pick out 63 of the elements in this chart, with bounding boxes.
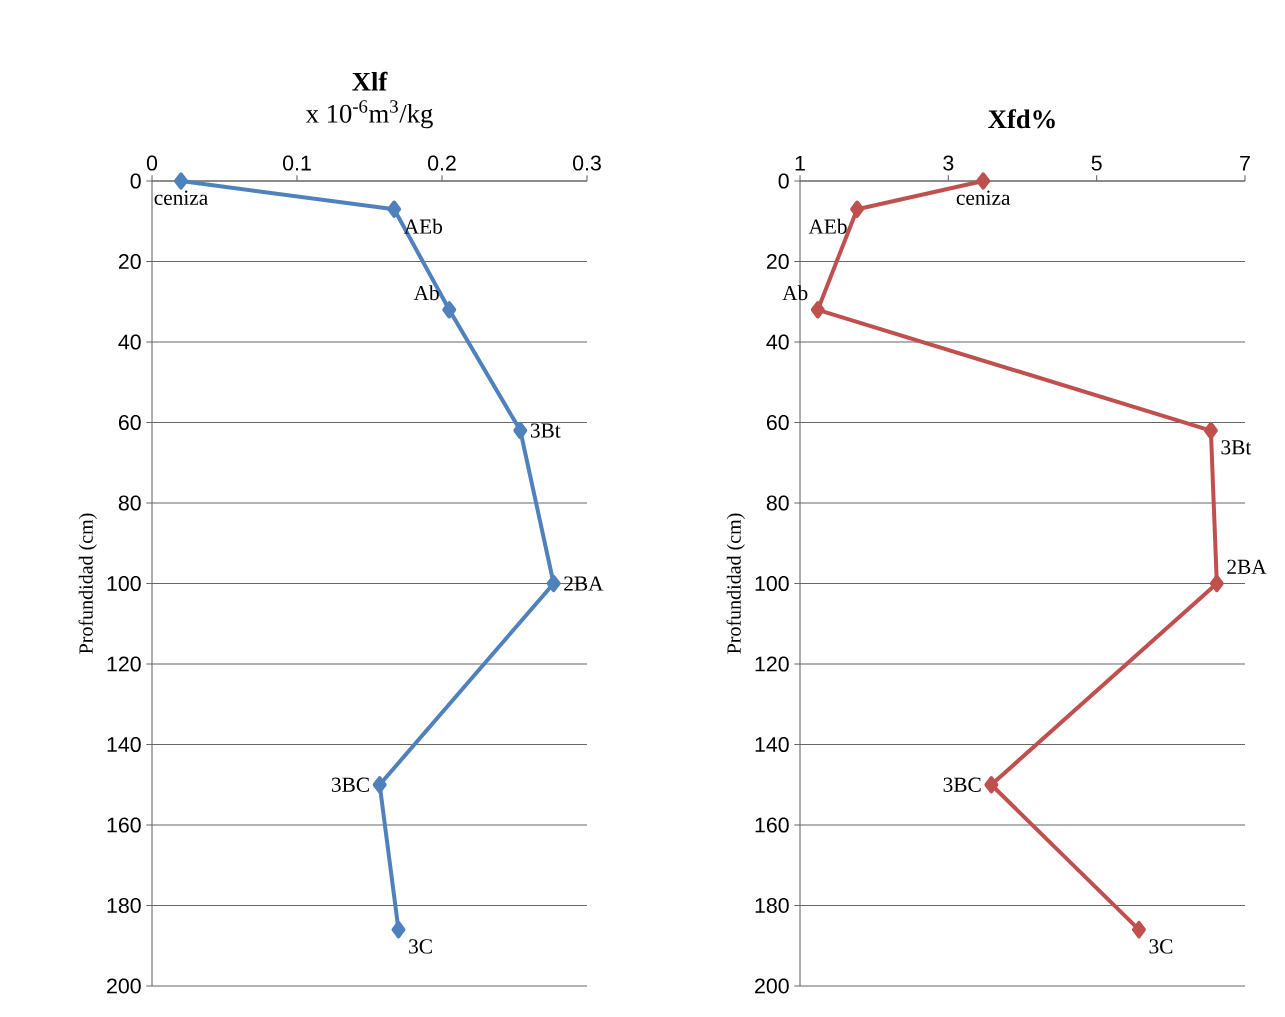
y-tick-label: 40 <box>766 334 789 350</box>
point <box>442 301 457 319</box>
annotation: 3C <box>1149 939 1173 954</box>
point <box>513 421 528 440</box>
y-tick-label: 160 <box>107 817 141 833</box>
x-tick-label: 7 <box>1240 155 1250 171</box>
annotation: 3BC <box>331 777 369 792</box>
point <box>976 172 991 190</box>
y-axis-title: Profundidad (cm) <box>78 513 97 654</box>
annotation: 3Bt <box>530 423 561 438</box>
y-tick-label: 120 <box>755 656 789 672</box>
annotation: ceniza <box>956 190 1011 205</box>
point <box>387 200 402 218</box>
annotation: 2BA <box>1227 559 1267 574</box>
y-tick-label: 0 <box>778 173 789 189</box>
y-tick-label: 120 <box>107 656 141 672</box>
y-tick-label: 200 <box>107 978 141 994</box>
x-tick-label: 0.2 <box>428 155 456 171</box>
annotation: Ab <box>782 285 808 301</box>
y-tick-label: 140 <box>107 736 141 753</box>
point <box>1131 920 1146 939</box>
x-tick-label: 0.1 <box>283 155 311 171</box>
annotation: AEb <box>403 218 443 234</box>
annotation: ceniza <box>154 190 208 205</box>
point <box>391 920 406 939</box>
y-tick-label: 60 <box>766 414 789 431</box>
y-tick-label: 60 <box>118 414 141 431</box>
x-tick-label: 1 <box>795 155 805 171</box>
y-tick-label: 180 <box>107 897 141 914</box>
y-tick-label: 140 <box>755 736 789 753</box>
annotation: Ab <box>413 285 439 301</box>
point <box>174 172 189 190</box>
y-tick-label: 80 <box>118 495 141 511</box>
y-tick-label: 20 <box>118 253 141 270</box>
annotation: 2BA <box>564 576 604 591</box>
point <box>546 574 561 593</box>
chart-title: Xlf <box>352 71 388 91</box>
point <box>372 776 387 794</box>
y-tick-label: 40 <box>118 334 141 350</box>
y-tick-label: 200 <box>755 978 789 994</box>
y-axis-title: Profundidad (cm) <box>726 513 745 654</box>
annotation: 3BC <box>943 777 981 792</box>
chart-subtitle: x 10$^{-6}$m$^{3}$/kg <box>305 100 433 129</box>
y-tick-label: 160 <box>755 817 789 833</box>
x-tick-label: 3 <box>943 155 954 171</box>
annotation: 3Bt <box>1221 440 1252 455</box>
point <box>984 776 999 794</box>
point <box>810 301 825 319</box>
y-tick-label: 100 <box>755 575 789 592</box>
y-tick-label: 80 <box>766 495 789 511</box>
x-tick-label: 0.3 <box>573 155 601 171</box>
annotation: AEb <box>808 218 847 234</box>
x-tick-label: 0 <box>146 155 158 171</box>
y-tick-label: 0 <box>130 173 141 189</box>
y-tick-label: 180 <box>755 897 789 914</box>
y-tick-label: 100 <box>107 575 141 592</box>
x-tick-label: 5 <box>1091 155 1102 171</box>
chart-title: Xfd% <box>988 109 1055 129</box>
annotation: 3C <box>409 939 432 954</box>
y-tick-label: 20 <box>766 253 789 270</box>
point <box>1209 574 1224 593</box>
point <box>1203 421 1218 440</box>
point <box>850 200 865 218</box>
